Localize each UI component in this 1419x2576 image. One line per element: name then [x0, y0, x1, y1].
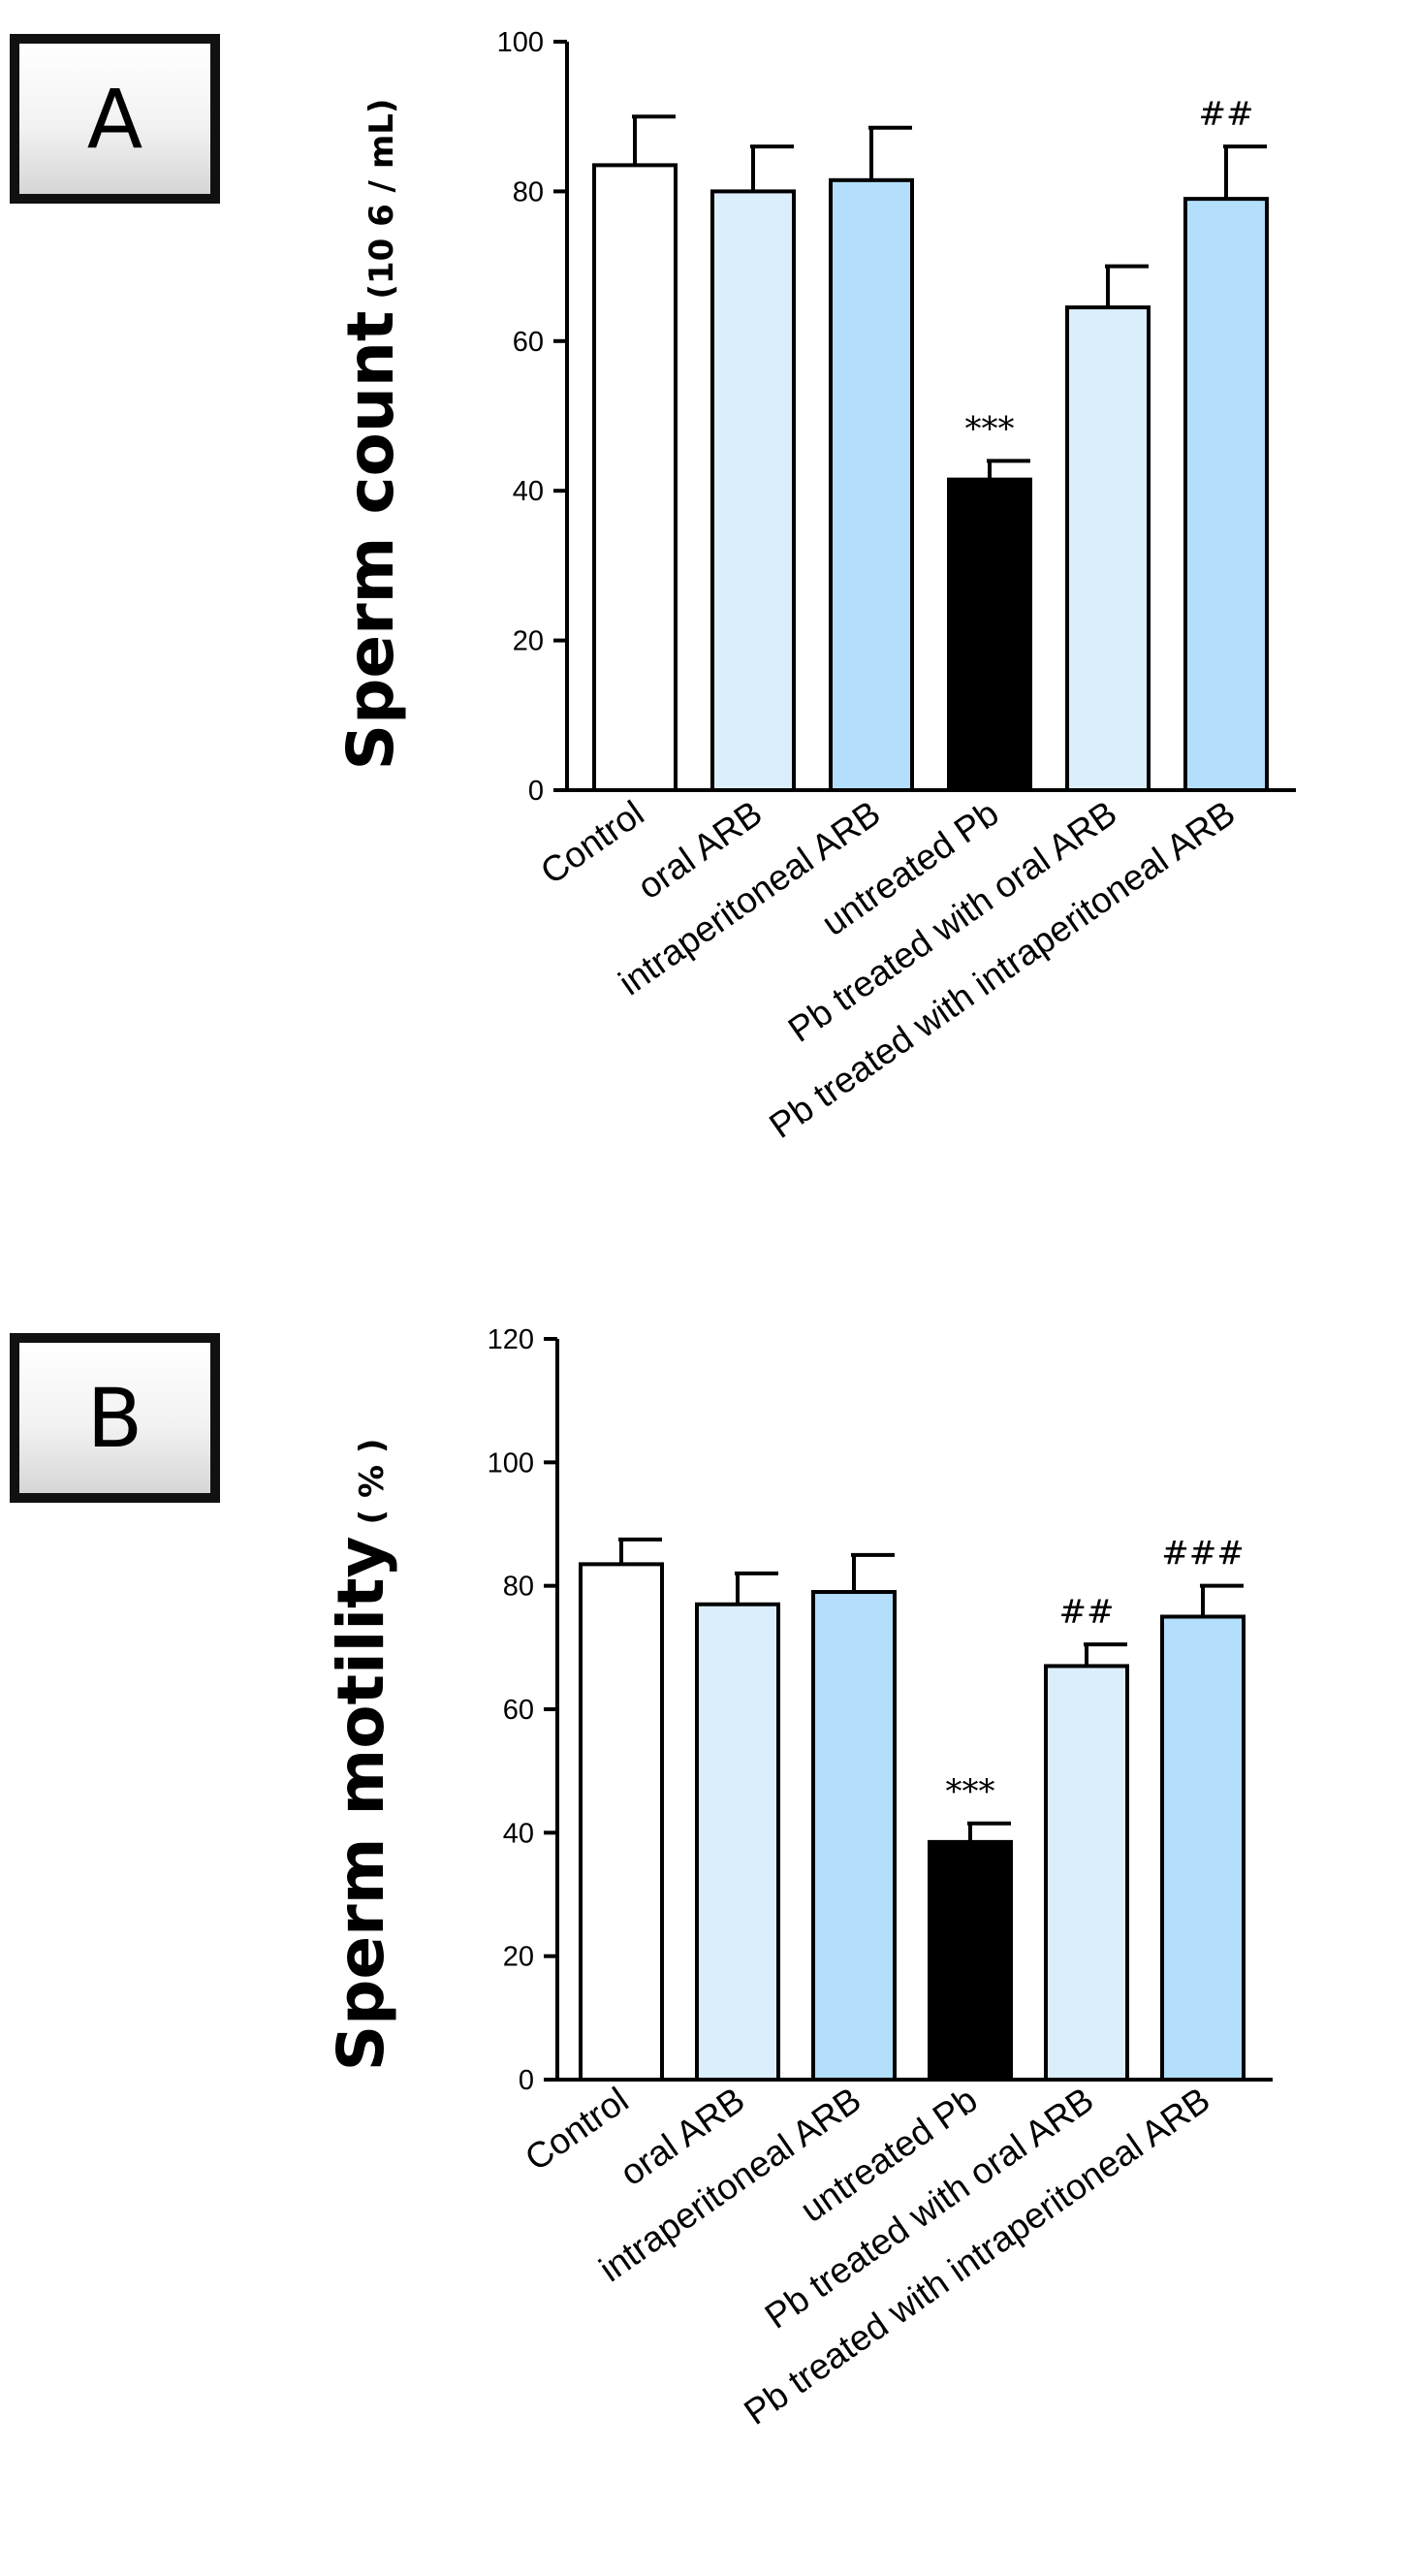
chart-a-bar [1183, 197, 1269, 792]
panel-b-label: B [10, 1333, 220, 1503]
chart-a-ytick-label: 0 [528, 776, 544, 807]
chart-b-ytick-label: 60 [503, 1695, 534, 1726]
chart-b-ylabel-main: Sperm motility [324, 1536, 398, 2071]
chart-b-bar [1044, 1664, 1129, 2083]
chart-a-bar [710, 189, 796, 792]
chart-b-bar [579, 1562, 664, 2082]
chart-b-ytick-label: 0 [519, 2065, 534, 2096]
chart-a-significance-label: ## [1199, 95, 1254, 134]
chart-b-ytick-label: 20 [503, 1942, 534, 1973]
chart-a-bar [1065, 305, 1151, 792]
chart-a-ylabel-main: Sperm count [333, 311, 408, 771]
chart-b-ytick-label: 120 [488, 1324, 534, 1355]
chart-b-bar [1160, 1614, 1246, 2082]
chart-b-significance-label: ### [1161, 1535, 1244, 1574]
chart-b-ytick-label: 100 [488, 1447, 534, 1479]
chart-a-ytick-label: 40 [513, 476, 544, 507]
chart-b-bar [811, 1590, 897, 2082]
chart-a-bar [592, 163, 678, 792]
chart-a-ytick-label: 60 [513, 327, 544, 358]
chart-b-ytick-label: 80 [503, 1572, 534, 1603]
chart-a-ytick-label: 80 [513, 176, 544, 207]
chart-a-significance-label: *** [965, 409, 1015, 448]
chart-a-ytick-label: 20 [513, 626, 544, 657]
chart-a-bar [829, 177, 914, 792]
chart-b-significance-label: *** [946, 1772, 995, 1811]
panel-a-label: A [10, 34, 220, 204]
chart-b-bar [695, 1602, 780, 2083]
chart-a-bar [947, 477, 1032, 792]
chart-b-bar [928, 1839, 1013, 2082]
chart-b-ylabel: Sperm motility ( % ) [324, 1439, 398, 2072]
chart-b-ytick-label: 40 [503, 1818, 534, 1849]
chart-b-significance-label: ## [1059, 1593, 1115, 1632]
chart-a-ylabel: Sperm count (10 6 / mL) [333, 99, 408, 771]
chart-b-ylabel-unit: ( % ) [353, 1439, 392, 1525]
chart-a-ytick-label: 100 [497, 27, 544, 58]
chart-a-ylabel-unit: (10 6 / mL) [363, 99, 401, 300]
